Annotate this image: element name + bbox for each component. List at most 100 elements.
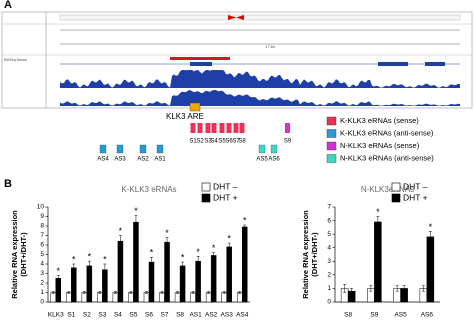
sense-box: [226, 123, 232, 133]
significance-mark: *: [150, 248, 154, 258]
error-bar: [222, 291, 226, 294]
browser-frame: [1, 11, 473, 109]
significance-mark: *: [134, 206, 138, 216]
error-bar: [150, 257, 153, 268]
sense-box: [239, 123, 245, 133]
bar: [71, 267, 77, 303]
error-bar: [165, 237, 169, 248]
error-bar: [160, 291, 164, 294]
y-tick-label: 0: [327, 299, 331, 306]
significance-mark: *: [212, 243, 216, 253]
bar: [221, 292, 227, 303]
legend-swatch: [326, 141, 337, 151]
significance-mark: *: [119, 226, 123, 236]
error-bar: [82, 291, 86, 294]
significance-mark: *: [376, 207, 380, 217]
error-bar: [376, 216, 380, 228]
chart-title: N-KLK3eRNAs: [361, 185, 414, 194]
error-bar: [56, 275, 60, 282]
antisense-label: AS4: [97, 157, 109, 163]
bar: [133, 221, 139, 303]
ideogram: [59, 14, 461, 21]
x-tick-label: AS5: [394, 312, 407, 319]
error-bar: [227, 242, 231, 251]
x-tick-label: AS4: [236, 312, 249, 319]
y-tick-label: 6: [40, 242, 44, 249]
significance-mark: *: [181, 252, 185, 262]
legend-swatch: [326, 116, 337, 126]
gene-block: [170, 57, 230, 60]
sense-label: S2: [196, 139, 204, 145]
antisense-box: [116, 144, 124, 154]
are-box: [189, 102, 201, 112]
gene-exon: [425, 62, 445, 66]
gene-exon: [378, 62, 408, 66]
error-bar: [428, 231, 432, 243]
error-bar: [238, 291, 242, 294]
error-bar: [350, 288, 354, 295]
bar: [128, 292, 134, 303]
antisense-label: AS2: [137, 157, 149, 163]
chart-title: K-KLK3 eRNAs: [121, 185, 176, 194]
n-antisense-box: [270, 144, 278, 154]
error-bar: [87, 260, 91, 271]
error-bar: [369, 285, 373, 292]
bar: [210, 255, 217, 303]
bar: [66, 292, 72, 303]
x-tick-label: S7: [161, 312, 169, 319]
x-tick-label: S8: [176, 312, 184, 319]
y-tick-label: 8: [40, 223, 44, 230]
significance-mark: *: [429, 222, 433, 232]
sense-label: S3: [204, 139, 212, 145]
legend-label: N-KLK3 eRNAs (sense): [340, 141, 420, 150]
sense-label: S1: [189, 139, 197, 145]
y-tick-label: 3: [40, 270, 44, 277]
y-tick-label: 9: [40, 213, 44, 220]
bar: [205, 292, 212, 303]
bar: [241, 226, 248, 303]
bar: [148, 261, 155, 303]
bar: [117, 240, 124, 303]
y-axis-label: (DHT+/DHT-): [19, 232, 28, 277]
error-bar: [98, 291, 102, 294]
error-bar: [145, 291, 148, 294]
n-antisense-box: [258, 144, 266, 154]
legend-swatch: [326, 154, 337, 163]
panel-label: A: [4, 0, 12, 11]
sense-box: [211, 123, 217, 133]
error-bar: [113, 291, 117, 294]
legend-swatch: [391, 193, 401, 203]
x-tick-label: S3: [98, 312, 106, 319]
bar: [164, 241, 170, 303]
signal-tracks: [60, 70, 460, 106]
signal-track: [60, 90, 460, 106]
legend-swatch: [201, 182, 211, 192]
antisense-label: AS1: [154, 157, 166, 163]
antisense-box: [139, 144, 147, 154]
x-tick-label: AS2: [205, 312, 218, 319]
panel-label: B: [4, 178, 12, 190]
x-tick-label: AS3: [221, 312, 234, 319]
error-bar: [243, 224, 247, 230]
y-axis-label: (DHT+/DHT-): [310, 232, 319, 277]
antisense-label: AS3: [114, 157, 126, 163]
y-axis-label: Relative RNA expression: [10, 210, 19, 299]
bar: [86, 265, 93, 303]
x-tick-label: S1: [67, 312, 75, 319]
error-bar: [207, 291, 211, 294]
y-tick-label: 10: [37, 204, 45, 211]
are-box: [186, 95, 204, 105]
error-bar: [129, 291, 133, 294]
y-tick-label: 3: [327, 258, 331, 265]
error-bar: [51, 291, 55, 294]
n-antisense-label: AS6: [268, 157, 280, 163]
legend-label: N-KLK3 eRNAs (anti-sense): [340, 153, 434, 162]
s9-label: S9: [284, 139, 292, 145]
y-tick-label: 7: [327, 204, 331, 211]
bar: [174, 292, 181, 303]
bar: [236, 292, 243, 303]
x-tick-label: S5: [129, 312, 137, 319]
bar: [159, 292, 165, 303]
